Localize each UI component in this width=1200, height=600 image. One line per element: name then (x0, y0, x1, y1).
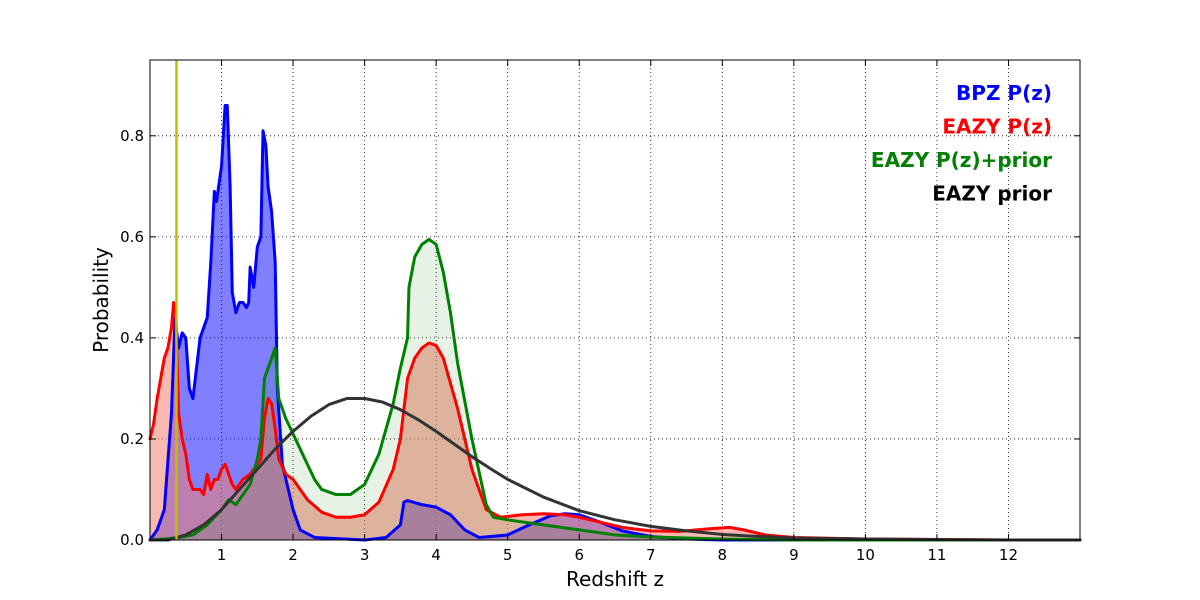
y-tick-label: 0.0 (120, 531, 144, 549)
y-axis-ticks: 0.0 0.2 0.4 0.6 0.8 (120, 127, 1080, 549)
series-lines (148, 103, 1082, 542)
series-line-bpz-p-z (148, 103, 1082, 542)
plot-frame (149, 59, 1081, 541)
y-tick-label: 0.8 (120, 127, 144, 145)
series-line-eazy-p-z (148, 301, 1082, 542)
x-tick-label: 11 (927, 546, 946, 564)
x-axis-ticks: 1 2 3 4 5 6 7 8 9 10 11 12 (217, 60, 1018, 564)
x-tick-label: 2 (288, 546, 298, 564)
x-tick-label: 1 (217, 546, 227, 564)
y-axis-label: Probability (89, 247, 113, 353)
series-fill-eazy-p-z (150, 302, 1080, 540)
legend-entry-eazy-prior: EAZY prior (932, 182, 1052, 206)
legend-entry-eazy: EAZY P(z) (942, 115, 1052, 139)
legend-entry-eazy-prior-combined: EAZY P(z)+prior (871, 148, 1052, 172)
x-tick-label: 4 (431, 546, 441, 564)
x-axis-label: Redshift z (566, 567, 664, 591)
x-tick-label: 8 (718, 546, 728, 564)
x-tick-label: 5 (503, 546, 513, 564)
x-tick-label: 3 (360, 546, 370, 564)
legend-entry-bpz: BPZ P(z) (956, 81, 1052, 105)
y-tick-label: 0.4 (120, 329, 144, 347)
y-tick-label: 0.2 (120, 430, 144, 448)
series-fill-eazy-p-z-prior (150, 239, 1080, 540)
legend: BPZ P(z) EAZY P(z) EAZY P(z)+prior EAZY … (871, 81, 1052, 206)
grid-lines (150, 60, 1080, 540)
series-line-eazy-prior (148, 397, 1082, 542)
x-tick-label: 7 (646, 546, 656, 564)
y-tick-label: 0.6 (120, 228, 144, 246)
x-tick-label: 9 (789, 546, 799, 564)
x-tick-label: 10 (856, 546, 875, 564)
x-tick-label: 12 (999, 546, 1018, 564)
x-tick-label: 6 (574, 546, 584, 564)
series-line-eazy-p-z-prior (148, 237, 1082, 542)
